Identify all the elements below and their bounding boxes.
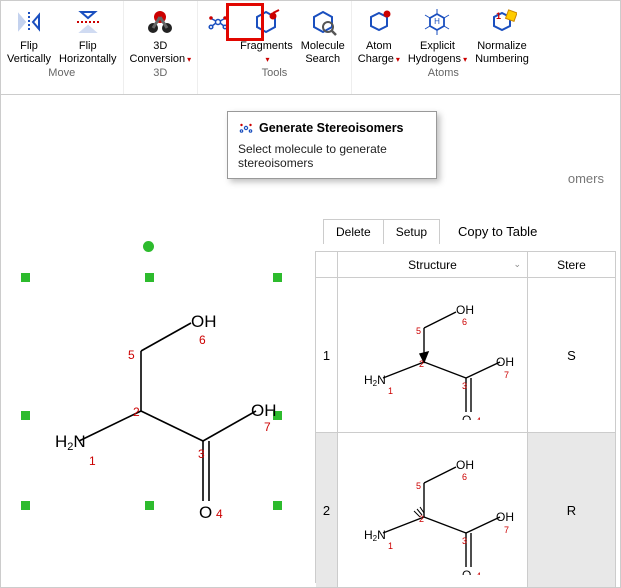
grid-index: 2: [316, 433, 338, 587]
normalize-numbering-label: Normalize Numbering: [475, 40, 529, 66]
svg-text:4: 4: [476, 571, 481, 575]
svg-text:6: 6: [462, 472, 467, 482]
ribbon-toolbar: Flip Vertically Flip Horizontally Move 3…: [1, 1, 620, 95]
atom-charge-button[interactable]: Atom Charge▾: [354, 3, 404, 66]
explicit-hydrogens-button[interactable]: H Explicit Hydrogens▾: [404, 3, 471, 66]
ribbon-group-move: Flip Vertically Flip Horizontally Move: [1, 1, 124, 94]
svg-text:O: O: [462, 413, 471, 420]
normalize-numbering-icon: 1: [486, 6, 518, 38]
svg-text:7: 7: [504, 370, 509, 380]
3d-conversion-label: 3D Conversion▾: [130, 40, 192, 66]
grid-index: 1: [316, 278, 338, 432]
molecule-canvas[interactable]: H2N OH OH O 1 2 3 4 5 6 7: [5, 171, 317, 471]
svg-text:5: 5: [128, 348, 135, 362]
flip-horizontally-button[interactable]: Flip Horizontally: [55, 3, 120, 66]
ribbon-group-tools: Fragments▾ Molecule Search Tools: [198, 1, 352, 94]
explicit-hydrogens-label: Explicit Hydrogens▾: [408, 40, 467, 66]
sort-icon: ⌄: [513, 259, 521, 270]
grid-header: Structure ⌄ Stere: [316, 252, 616, 278]
svg-text:OH: OH: [496, 355, 514, 369]
3d-molecule-icon: [144, 6, 176, 38]
generate-stereoisomers-button[interactable]: [200, 3, 236, 66]
flip-horizontal-icon: [72, 6, 104, 38]
fragments-icon: [250, 6, 282, 38]
svg-text:2: 2: [419, 514, 424, 524]
svg-text:O: O: [199, 503, 212, 521]
tooltip-title: Generate Stereoisomers: [259, 121, 404, 135]
svg-text:H2N: H2N: [55, 432, 86, 453]
svg-text:OH: OH: [456, 458, 474, 472]
svg-text:H2N: H2N: [364, 528, 386, 543]
delete-button[interactable]: Delete: [323, 219, 384, 244]
svg-text:6: 6: [199, 333, 206, 347]
flip-vertically-button[interactable]: Flip Vertically: [3, 3, 55, 66]
svg-text:4: 4: [476, 416, 481, 420]
svg-text:3: 3: [198, 447, 205, 461]
svg-text:OH: OH: [191, 312, 217, 331]
grid-structure: H2N OH OH O 1 2 3 4 5 6 7: [338, 278, 528, 432]
svg-text:H2N: H2N: [364, 373, 386, 388]
svg-text:6: 6: [462, 317, 467, 327]
flip-horizontally-label: Flip Horizontally: [59, 40, 116, 66]
svg-text:5: 5: [416, 481, 421, 491]
flip-vertically-label: Flip Vertically: [7, 40, 51, 66]
grid-structure: H2N OH OH O 1 2 3 4 5 6 7: [338, 433, 528, 587]
grid-stereo: S: [528, 278, 616, 432]
tooltip-title-row: Generate Stereoisomers: [238, 120, 426, 136]
svg-text:4: 4: [216, 507, 223, 521]
results-toolbar: Delete Setup Copy to Table: [323, 219, 537, 244]
svg-text:2: 2: [419, 359, 424, 369]
svg-text:7: 7: [264, 420, 271, 434]
svg-text:7: 7: [504, 525, 509, 535]
grid-header-index[interactable]: [316, 252, 338, 277]
stereoisomers-icon: [202, 6, 234, 38]
normalize-numbering-button[interactable]: 1 Normalize Numbering: [471, 3, 533, 66]
fragments-button[interactable]: Fragments▾: [236, 3, 297, 66]
svg-text:1: 1: [388, 541, 393, 551]
tooltip: Generate Stereoisomers Select molecule t…: [227, 111, 437, 179]
stereoisomers-icon: [238, 120, 254, 136]
3d-conversion-button[interactable]: 3D Conversion▾: [126, 3, 196, 66]
grid-header-structure[interactable]: Structure ⌄: [338, 252, 528, 277]
copy-to-table-button[interactable]: Copy to Table: [458, 224, 537, 239]
svg-text:1: 1: [89, 454, 96, 468]
group-label-move: Move: [48, 66, 75, 81]
svg-text:OH: OH: [251, 401, 277, 420]
svg-text:1: 1: [496, 11, 501, 21]
molecule-search-label: Molecule Search: [301, 40, 345, 66]
svg-text:OH: OH: [496, 510, 514, 524]
group-label-3d: 3D: [153, 66, 167, 81]
flip-vertical-icon: [13, 6, 45, 38]
svg-text:O: O: [462, 568, 471, 575]
svg-text:2: 2: [133, 405, 140, 419]
svg-text:3: 3: [462, 536, 467, 546]
atom-charge-label: Atom Charge▾: [358, 40, 400, 66]
molecule-search-button[interactable]: Molecule Search: [297, 3, 349, 66]
grid-row[interactable]: 1 H2N OH OH O: [316, 278, 616, 433]
ribbon-group-3d: 3D Conversion▾ 3D: [124, 1, 199, 94]
svg-text:OH: OH: [456, 303, 474, 317]
grid-row[interactable]: 2 H2N OH OH O: [316, 433, 616, 588]
molecule-structure: H2N OH OH O 1 2 3 4 5 6 7: [11, 211, 311, 521]
ribbon-group-atoms: Atom Charge▾ H Explicit Hydrogens▾ 1 Nor…: [352, 1, 535, 94]
group-label-atoms: Atoms: [428, 66, 459, 81]
grid-header-stereo[interactable]: Stere: [528, 252, 616, 277]
svg-text:1: 1: [388, 386, 393, 396]
fragments-label: Fragments▾: [240, 40, 293, 66]
svg-text:H: H: [435, 17, 441, 26]
svg-text:3: 3: [462, 381, 467, 391]
grid-stereo: R: [528, 433, 616, 587]
results-grid: Structure ⌄ Stere 1: [315, 251, 616, 583]
atom-charge-icon: [363, 6, 395, 38]
svg-text:5: 5: [416, 326, 421, 336]
tooltip-body: Select molecule to generate stereoisomer…: [238, 142, 426, 170]
molecule-search-icon: [307, 6, 339, 38]
explicit-hydrogens-icon: H: [421, 6, 453, 38]
setup-button[interactable]: Setup: [384, 219, 440, 244]
group-label-tools: Tools: [262, 66, 288, 81]
